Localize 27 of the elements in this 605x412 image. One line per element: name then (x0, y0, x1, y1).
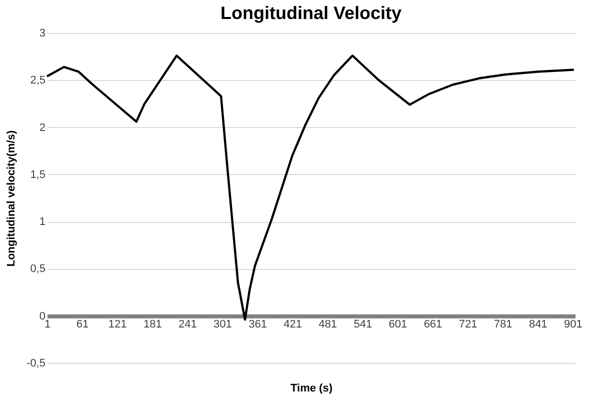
chart-title: Longitudinal Velocity (220, 3, 402, 23)
y-axis-title: Longitudinal velocity(m/s) (6, 130, 18, 267)
x-tick-label: 61 (76, 318, 89, 330)
y-tick-label: 0 (39, 310, 46, 322)
x-tick-label: 241 (178, 318, 197, 330)
x-tick-label: 481 (318, 318, 338, 330)
y-tick-label: 1,5 (30, 168, 46, 181)
x-tick-label: 781 (494, 318, 512, 330)
y-tick-label: 2,5 (30, 74, 46, 87)
x-tick-label: 421 (284, 318, 302, 330)
x-tick-label: 661 (424, 318, 442, 330)
x-tick-label: 361 (248, 318, 267, 330)
line-series (46, 54, 575, 321)
x-tick-label: 301 (214, 318, 232, 330)
x-tick-label: 121 (108, 318, 127, 330)
x-tick-label: 721 (458, 318, 478, 330)
x-tick-label: 181 (143, 318, 162, 330)
y-tick-label: -0,5 (26, 358, 46, 370)
y-tick-label: 1 (39, 216, 46, 228)
x-tick-label: 901 (564, 318, 582, 330)
y-tick-label: 3 (39, 28, 46, 40)
x-axis-title: Time (s) (290, 382, 333, 394)
x-tick-label: 601 (388, 318, 408, 330)
x-tick-label: 541 (354, 318, 372, 330)
y-tick-label: 0,5 (30, 263, 46, 276)
y-tick-label: 2 (39, 122, 46, 134)
x-tick-label: 841 (528, 318, 548, 330)
